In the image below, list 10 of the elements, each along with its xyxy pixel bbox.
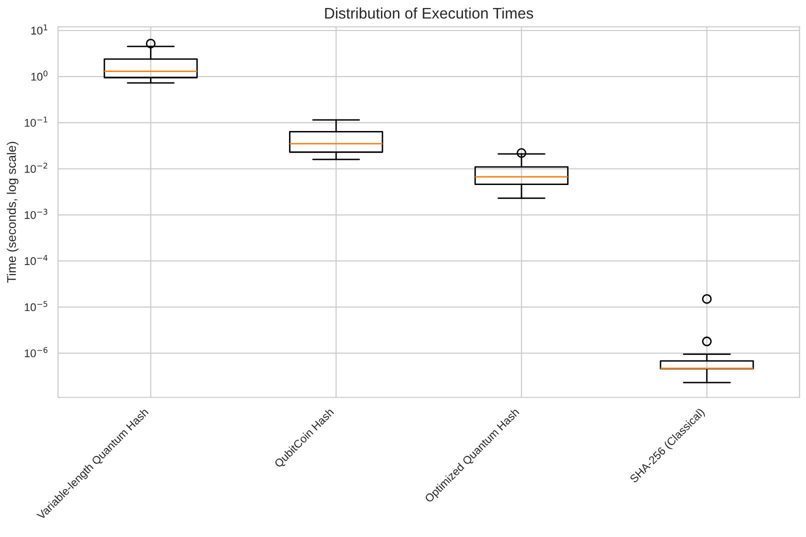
y-axis-title: Time (seconds, log scale) — [6, 142, 18, 283]
y-tick-label: 10$^{−3}$ — [24, 208, 48, 219]
chart-title: Distribution of Execution Times — [325, 7, 534, 19]
y-tick-label: 10$^{−5}$ — [24, 301, 48, 312]
y-tick-label: 10$^{−2}$ — [24, 162, 48, 173]
y-tick-label: 10$^{−1}$ — [24, 116, 48, 127]
y-tick-label: 10$^{0}$ — [31, 70, 48, 81]
y-tick-label: 10$^{−6}$ — [24, 347, 48, 358]
y-tick-label: 10$^{−4}$ — [24, 255, 48, 266]
y-tick-label: 10$^{1}$ — [31, 24, 48, 35]
